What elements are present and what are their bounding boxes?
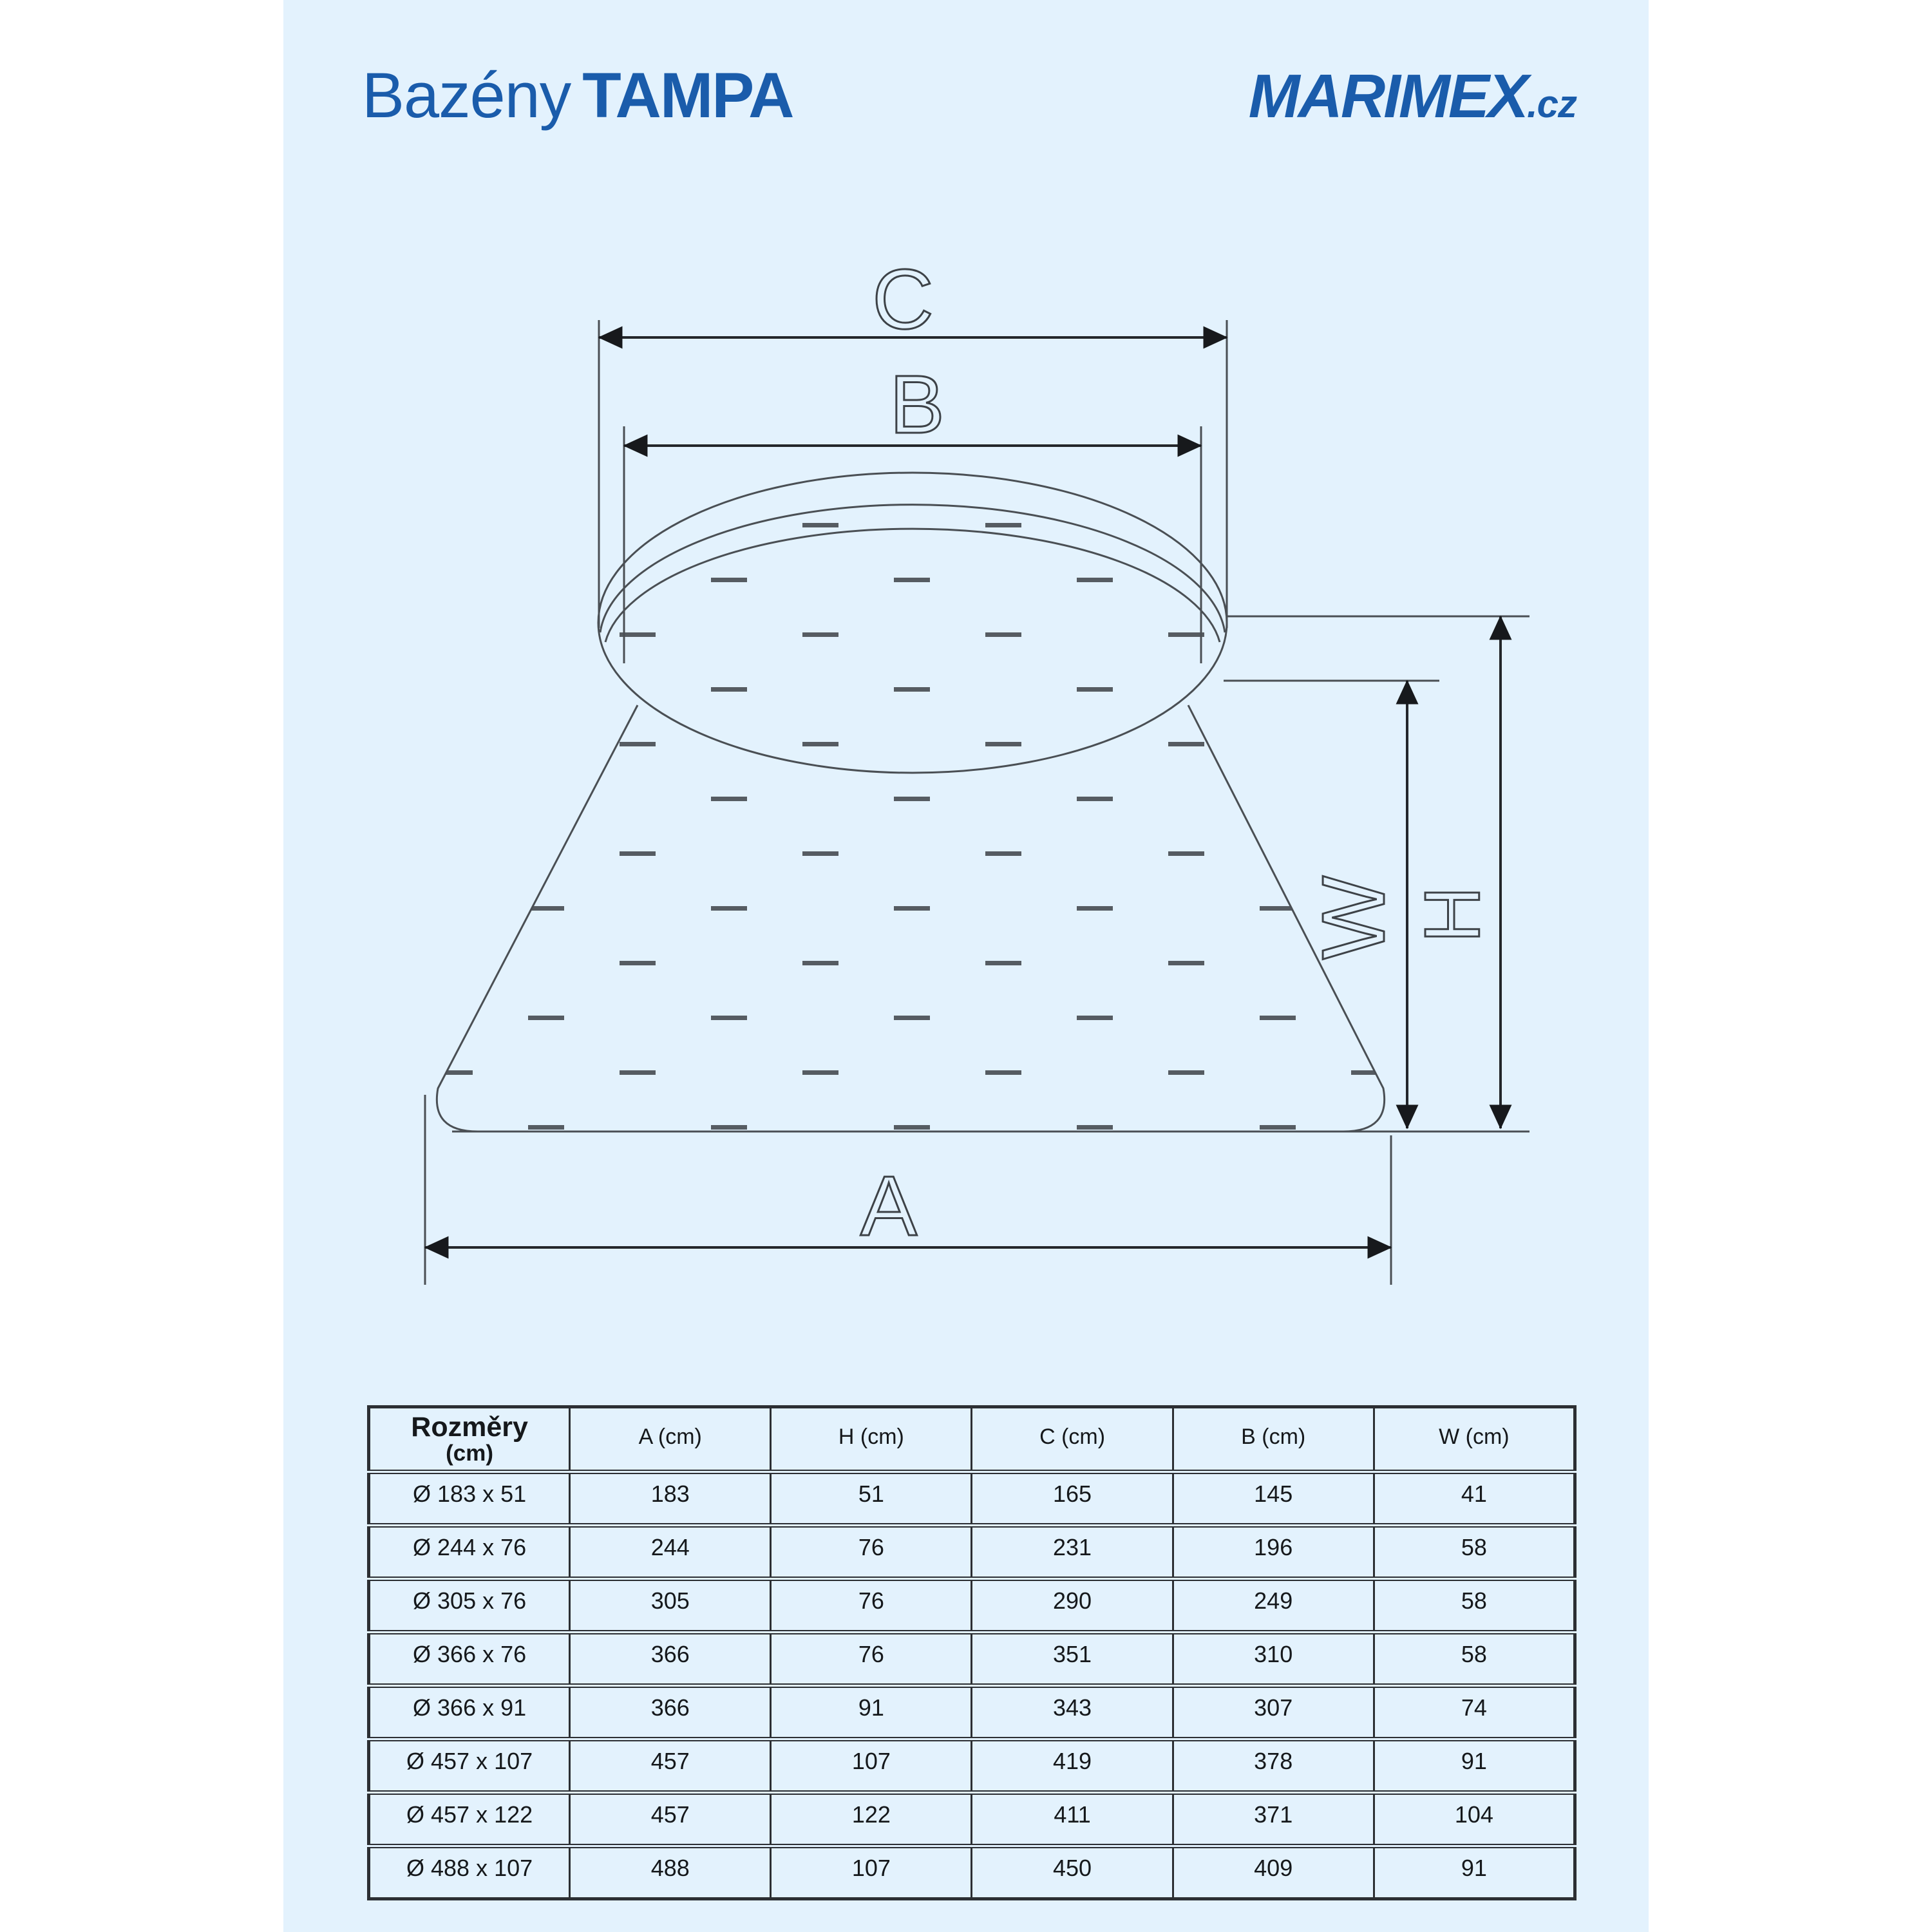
- brand-logo: Bazény TAMPA: [362, 63, 795, 127]
- value-cell: 343: [971, 1685, 1173, 1741]
- value-cell: 41: [1372, 1472, 1575, 1528]
- col-header-b: B (cm): [1171, 1406, 1374, 1474]
- size-cell: Ø 366 x 76: [368, 1632, 570, 1688]
- table-row: Ø 366 x 76 366 76 351 310 58: [368, 1632, 1575, 1688]
- value-cell: 457: [569, 1739, 771, 1795]
- col-header-w: W (cm): [1372, 1406, 1575, 1474]
- value-cell: 411: [971, 1792, 1173, 1848]
- pool-ring-middle: [599, 504, 1226, 633]
- pool-outline: [435, 471, 1530, 1133]
- table-row: Ø 457 x 107 457 107 419 378 91: [368, 1739, 1575, 1795]
- size-cell: Ø 488 x 107: [406, 1855, 533, 1881]
- size-cell: Ø 457 x 122: [368, 1792, 570, 1848]
- table-body: Ø 183 x 51 183 51 165 145 41 Ø 244 x 76 244 76 23…: [368, 1472, 1575, 1899]
- value-cell: 122: [770, 1792, 972, 1848]
- value-cell: 249: [1171, 1578, 1374, 1634]
- value-cell: 107: [770, 1739, 972, 1795]
- marimex-domain-suffix: .cz: [1526, 82, 1577, 126]
- brand-prefix: Bazény: [362, 59, 571, 131]
- value-cell: 366: [569, 1685, 771, 1741]
- brand-name: TAMPA: [582, 59, 794, 131]
- corner-unit: (cm): [446, 1440, 494, 1466]
- corner-title: Rozměry: [411, 1411, 528, 1443]
- size-cell: Ø 305 x 76: [368, 1578, 570, 1634]
- value-cell: 51: [770, 1472, 972, 1528]
- table-row: Ø 183 x 51 183 51 165 145 41: [368, 1472, 1575, 1528]
- corner-header: Rozměry (cm): [368, 1406, 570, 1474]
- pool-wall-left: [435, 705, 639, 1133]
- value-cell: 307: [1171, 1685, 1374, 1741]
- value-cell: 183: [569, 1472, 771, 1528]
- extension-lines: [424, 320, 1530, 1285]
- value-cell: 196: [1171, 1525, 1374, 1581]
- value-cell: 378: [1171, 1739, 1374, 1795]
- table-row: Ø 244 x 76 244 76 231 196 58: [368, 1525, 1575, 1581]
- size-cell: Ø 244 x 76: [368, 1525, 570, 1581]
- value-cell: 76: [770, 1525, 972, 1581]
- value-cell: 371: [1171, 1792, 1374, 1848]
- value-cell: 457: [569, 1792, 771, 1848]
- pool-ring-outer: [597, 471, 1228, 774]
- table-header-row: Rozměry (cm) A (cm) H (cm) C (cm) B (cm)…: [368, 1406, 1575, 1474]
- value-cell: 231: [971, 1525, 1173, 1581]
- pool-ring-inner: [604, 527, 1221, 643]
- pool-dimension-diagram: C B A W H: [424, 251, 1530, 1285]
- value-cell: 450: [971, 1846, 1173, 1899]
- c-dim-label: C: [872, 252, 933, 346]
- value-cell: 76: [770, 1578, 972, 1634]
- value-cell: 351: [971, 1632, 1173, 1688]
- value-cell: 366: [569, 1632, 771, 1688]
- value-cell: 91: [1372, 1739, 1575, 1795]
- value-cell: 419: [971, 1739, 1173, 1795]
- value-cell: 58: [1372, 1525, 1575, 1581]
- table-row: Ø 305 x 76 305 76 290 249 58: [368, 1578, 1575, 1634]
- value-cell: 305: [569, 1578, 771, 1634]
- marimex-logo: MARIMEX.cz: [1249, 66, 1577, 128]
- value-cell: 165: [971, 1472, 1173, 1528]
- value-cell: 145: [1171, 1472, 1374, 1528]
- col-header-h: H (cm): [770, 1406, 972, 1474]
- a-dim-label: A: [860, 1159, 917, 1253]
- seam-dashes: [437, 523, 1385, 1130]
- w-dim-label: W: [1304, 876, 1403, 960]
- b-dim-label: B: [889, 359, 944, 451]
- value-cell: 76: [770, 1632, 972, 1688]
- marimex-text: MARIMEX: [1248, 62, 1529, 131]
- value-cell: 58: [1372, 1578, 1575, 1634]
- table-row: Ø 488 x 107 488 107 450 409 91: [369, 1846, 1575, 1899]
- size-cell: Ø 183 x 51: [368, 1472, 570, 1528]
- catalog-page: Bazény TAMPA MARIMEX.cz: [283, 0, 1649, 1932]
- col-header-a: A (cm): [569, 1406, 771, 1474]
- dimension-lines: [424, 326, 1512, 1259]
- value-cell: 244: [569, 1525, 771, 1581]
- size-cell: Ø 457 x 107: [368, 1739, 570, 1795]
- value-cell: 58: [1372, 1632, 1575, 1688]
- table-row: Ø 366 x 91 366 91 343 307 74: [368, 1685, 1575, 1741]
- size-cell: Ø 366 x 91: [368, 1685, 570, 1741]
- value-cell: 91: [770, 1685, 972, 1741]
- value-cell: 107: [770, 1846, 972, 1899]
- value-cell: 91: [1372, 1846, 1575, 1899]
- value-cell: 488: [569, 1846, 771, 1899]
- value-cell: 104: [1372, 1792, 1575, 1848]
- table-row: Ø 457 x 122 457 122 411 371 104: [368, 1792, 1575, 1848]
- value-cell: 74: [1372, 1685, 1575, 1741]
- value-cell: 310: [1171, 1632, 1374, 1688]
- value-cell: 290: [971, 1578, 1173, 1634]
- col-header-c: C (cm): [971, 1406, 1173, 1474]
- dimensions-table: Rozměry (cm) A (cm) H (cm) C (cm) B (cm)…: [367, 1405, 1577, 1900]
- value-cell: 409: [1171, 1846, 1374, 1899]
- h-dim-label: H: [1408, 886, 1496, 943]
